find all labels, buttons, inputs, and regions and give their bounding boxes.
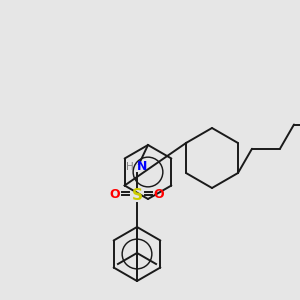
Text: S: S [131,188,142,202]
Text: H: H [126,162,134,172]
Text: O: O [154,188,164,202]
Text: N: N [137,160,147,173]
Text: O: O [110,188,120,202]
